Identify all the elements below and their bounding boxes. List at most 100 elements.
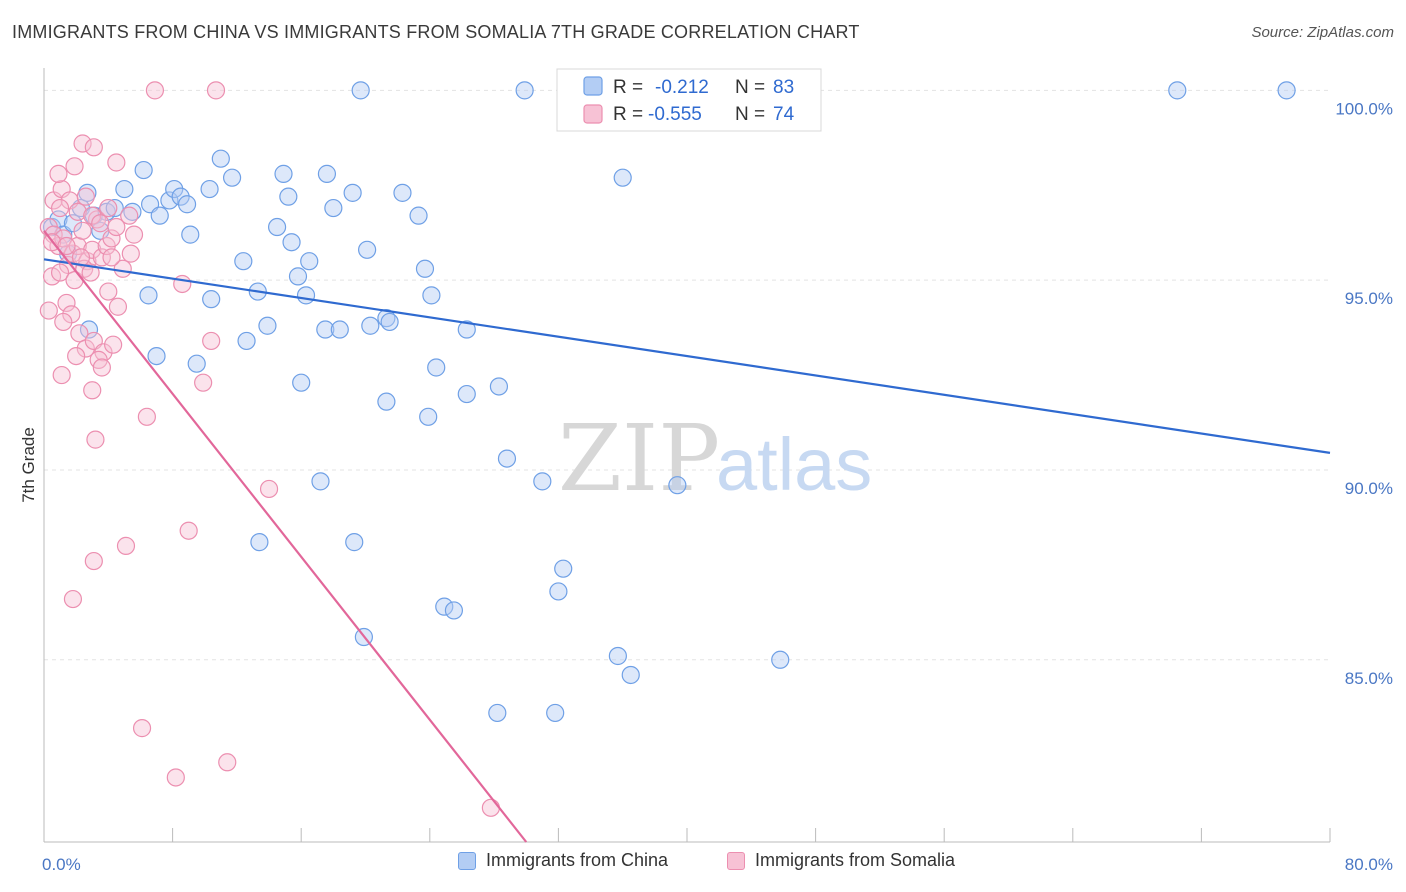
- data-point-somalia: [107, 153, 126, 172]
- data-point-china: [668, 476, 687, 495]
- data-point-china: [497, 449, 517, 468]
- data-point-somalia: [57, 293, 76, 313]
- data-point-china: [187, 354, 206, 373]
- data-point-china: [435, 597, 454, 616]
- trend-line-somalia: [43, 230, 528, 843]
- data-point-china: [488, 703, 507, 723]
- data-point-somalia: [73, 221, 92, 240]
- data-point-china: [489, 377, 509, 396]
- data-point-somalia: [99, 198, 118, 218]
- data-point-somalia: [202, 331, 221, 351]
- data-point-china: [351, 81, 370, 100]
- data-point-china: [393, 183, 412, 202]
- y-axis-title: 7th Grade: [19, 427, 38, 503]
- data-point-somalia: [107, 217, 126, 237]
- data-point-somalia: [124, 225, 144, 244]
- watermark-zip: ZIP: [558, 405, 720, 512]
- data-point-somalia: [145, 81, 165, 100]
- legend-n-label-somalia: N =: [735, 104, 765, 125]
- data-point-china: [380, 312, 399, 332]
- data-point-china: [377, 392, 396, 411]
- data-point-somalia: [132, 719, 152, 738]
- data-point-somalia: [92, 248, 111, 267]
- legend-r-value-somalia: -0.555: [648, 104, 702, 125]
- data-point-china: [282, 233, 301, 252]
- data-point-somalia: [70, 324, 89, 343]
- legend-item-swatch-somalia: [727, 851, 745, 870]
- data-point-china: [317, 164, 337, 183]
- data-point-china: [134, 160, 153, 180]
- legend-item-china[interactable]: Immigrants from China: [458, 850, 668, 871]
- trend-lines: [43, 230, 1331, 843]
- data-point-china: [345, 533, 364, 552]
- data-point-somalia: [54, 312, 73, 332]
- data-point-china: [415, 259, 435, 278]
- watermark: ZIP atlas: [558, 405, 872, 512]
- legend-item-label-somalia: Immigrants from Somalia: [755, 850, 956, 870]
- data-point-somalia: [194, 373, 213, 392]
- data-point-china: [343, 183, 362, 202]
- y-tick-label: 95.0%: [1345, 289, 1393, 308]
- data-point-somalia: [50, 198, 70, 218]
- legend-n-value-china: 83: [773, 77, 794, 98]
- data-point-somalia: [81, 263, 100, 282]
- legend-swatch-somalia: [583, 104, 603, 124]
- data-point-somalia: [91, 214, 110, 233]
- data-point-china: [177, 195, 197, 214]
- data-point-china: [457, 384, 476, 404]
- data-point-somalia: [108, 297, 128, 316]
- data-point-somalia: [120, 206, 139, 225]
- data-point-china: [115, 179, 134, 199]
- data-point-china: [549, 582, 568, 601]
- y-tick-label: 90.0%: [1345, 479, 1393, 498]
- data-point-somalia: [259, 479, 279, 499]
- source-label: Source: ZipAtlas.com: [1251, 24, 1394, 41]
- legend-n-label-china: N =: [735, 77, 765, 98]
- data-point-china: [279, 187, 298, 206]
- data-point-somalia: [49, 164, 68, 183]
- series-legend: Immigrants from China Immigrants from So…: [0, 850, 1406, 880]
- data-point-china: [771, 650, 790, 669]
- data-point-somalia: [68, 202, 87, 221]
- y-tick-labels: 85.0% 90.0% 95.0% 100.0%: [1335, 99, 1393, 687]
- x-tick-label-max: 80.0%: [1345, 855, 1393, 874]
- axes: [43, 68, 1331, 843]
- data-point-china: [222, 168, 242, 187]
- data-point-somalia: [218, 753, 237, 772]
- data-point-china: [139, 286, 158, 305]
- legend-item-somalia[interactable]: Immigrants from Somalia: [727, 850, 955, 871]
- legend-n-value-somalia: 74: [773, 104, 795, 125]
- data-point-china: [150, 206, 169, 225]
- data-point-china: [234, 252, 253, 271]
- data-point-china: [211, 149, 230, 168]
- data-point-china: [533, 472, 552, 491]
- legend-swatch-china: [583, 76, 603, 96]
- data-point-china: [1277, 81, 1296, 100]
- data-point-china: [181, 225, 200, 244]
- data-point-china: [258, 316, 277, 335]
- data-point-china: [288, 267, 308, 286]
- data-point-somalia: [65, 157, 84, 176]
- data-point-somalia: [73, 134, 92, 153]
- data-point-china: [444, 601, 464, 620]
- data-point-china: [79, 320, 99, 339]
- data-point-somalia: [104, 335, 123, 354]
- data-point-china: [300, 252, 319, 271]
- data-point-china: [608, 646, 627, 666]
- data-point-somalia: [102, 229, 121, 248]
- data-point-somalia: [166, 768, 185, 787]
- data-point-china: [274, 164, 293, 183]
- x-tick-label-min: 0.0%: [42, 855, 81, 874]
- data-point-china: [457, 320, 476, 339]
- data-point-china: [160, 191, 179, 210]
- data-point-china: [613, 168, 632, 187]
- data-point-somalia: [84, 138, 103, 157]
- data-point-china: [202, 290, 221, 309]
- data-point-china: [267, 217, 287, 237]
- data-point-somalia: [116, 536, 136, 556]
- data-point-somalia: [86, 430, 105, 449]
- data-point-china: [316, 320, 335, 339]
- data-point-somalia: [102, 248, 121, 267]
- legend-item-label-china: Immigrants from China: [486, 850, 669, 870]
